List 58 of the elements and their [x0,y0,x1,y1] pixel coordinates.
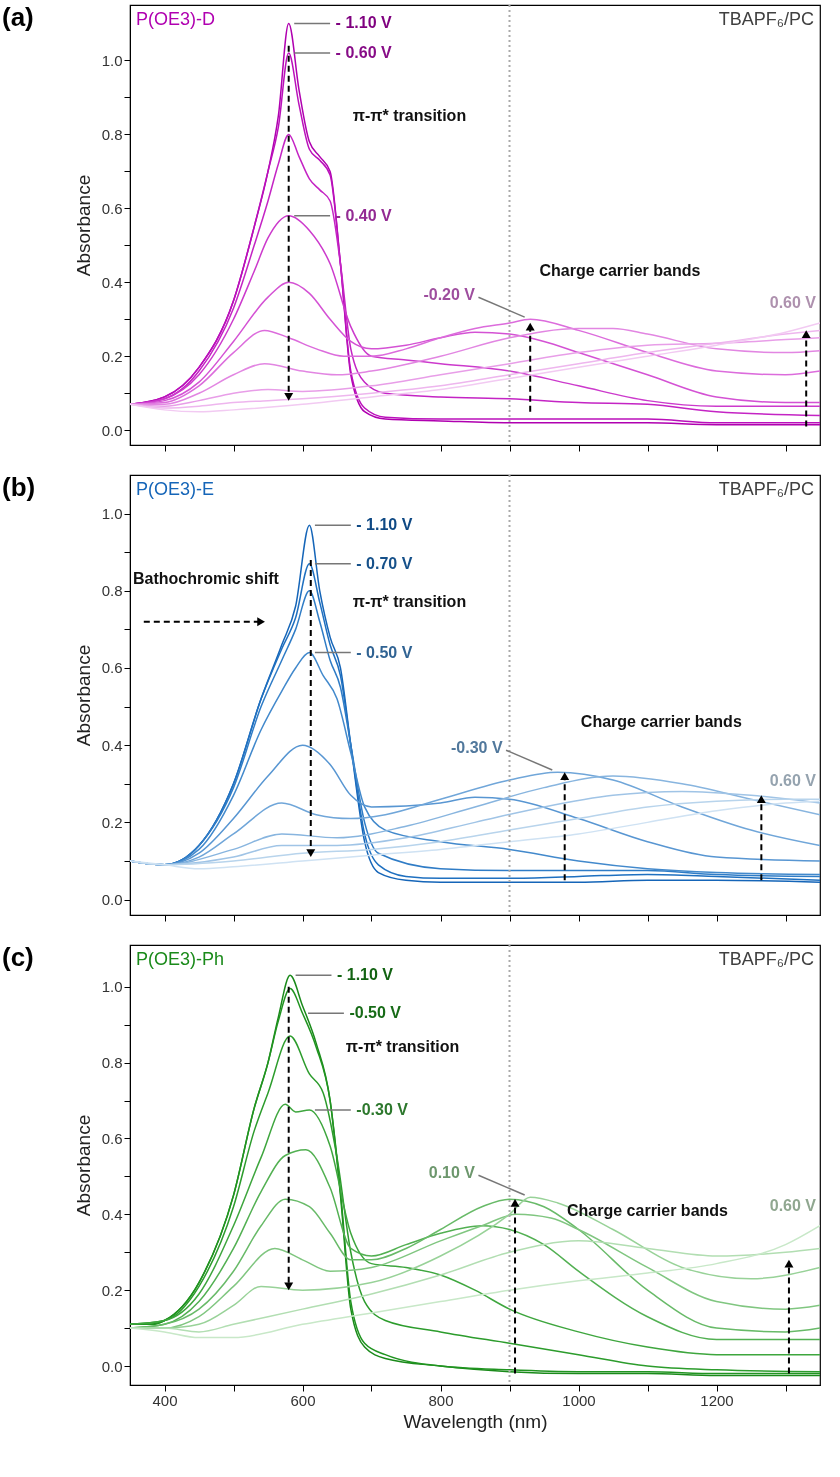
x-tick-label: 800 [428,1391,454,1409]
y-tick-label: 0.8 [101,1054,123,1072]
annotation: π-π* transition [345,1038,460,1056]
y-tick-label: 0.6 [101,199,123,217]
y-tick-label: 0.4 [101,273,123,291]
y-tick-label: 0.8 [101,125,123,143]
annotation: - 0.40 V [335,206,392,224]
annotation: -0.30 V [356,1101,409,1118]
y-tick-label: 0.2 [101,813,123,831]
chart-subtitle: TBAPF₆/PC [718,949,814,969]
y-axis-title: Absorbance [72,644,94,747]
annotation: Charge carrier bands [580,713,742,731]
y-tick-label: 0.0 [101,421,123,439]
annotation: - 1.10 V [337,966,394,984]
annotation: - 1.10 V [335,14,392,32]
x-tick-label: 1200 [700,1391,734,1409]
chart-title: P(OE3)-Ph [136,949,225,969]
y-tick-label: 1.0 [101,978,123,996]
x-tick-label: 600 [290,1391,316,1409]
annotation: Charge carrier bands [567,1201,729,1219]
text: (c) [2,942,34,972]
annotation: -0.30 V [451,738,503,756]
annotation: π-π* transition [352,593,467,611]
chart-subtitle: TBAPF₆/PC [718,479,814,499]
y-tick-label: 0.6 [101,659,123,677]
annotation: -0.50 V [349,1004,402,1022]
x-tick-label: 1000 [562,1391,596,1409]
text: (b) [2,472,36,502]
chart-title: P(OE3)-D [136,9,216,29]
y-axis-title: Absorbance [72,1114,94,1217]
text: (a) [2,2,34,32]
annotation: -0.20 V [423,286,476,304]
y-tick-label: 0.2 [101,347,123,365]
annotation: 0.10 V [428,1164,476,1182]
annotation: 0.60 V [769,293,817,311]
annotation: 0.60 V [769,1196,817,1214]
y-tick-label: 0.4 [101,1205,123,1223]
annotation: - 0.50 V [356,643,413,661]
annotation: 0.60 V [769,772,817,790]
y-tick-label: 0.0 [101,1357,123,1375]
y-tick-label: 0.2 [101,1281,123,1299]
annotation: Bathochromic shift [133,570,280,588]
chart-subtitle: TBAPF₆/PC [718,9,814,29]
annotation: Charge carrier bands [539,262,701,280]
y-tick-label: 0.4 [101,736,123,754]
y-tick-label: 1.0 [101,51,123,69]
chart-title: P(OE3)-E [136,479,215,499]
x-axis-title: Wavelength (nm) [403,1410,548,1432]
x-tick-label: 400 [152,1391,178,1409]
y-tick-label: 0.8 [101,582,123,600]
annotation: - 1.10 V [356,516,413,534]
annotation: π-π* transition [352,106,467,124]
y-tick-label: 1.0 [101,505,123,523]
annotation: - 0.70 V [356,554,413,572]
annotation: - 0.60 V [335,44,392,62]
y-axis-title: Absorbance [72,174,94,277]
y-tick-label: 0.6 [101,1129,123,1147]
y-tick-label: 0.0 [101,891,123,909]
